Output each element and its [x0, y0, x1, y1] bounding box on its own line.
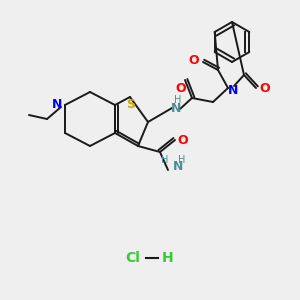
Text: S: S: [127, 98, 136, 112]
Text: O: O: [260, 82, 270, 94]
Text: N: N: [173, 160, 183, 172]
Text: H: H: [161, 155, 169, 165]
Text: N: N: [228, 83, 238, 97]
Text: O: O: [178, 134, 188, 146]
Text: O: O: [189, 55, 199, 68]
Text: H: H: [174, 95, 182, 105]
Text: H: H: [178, 155, 186, 165]
Text: H: H: [162, 251, 174, 265]
Text: N: N: [171, 103, 181, 116]
Text: O: O: [176, 82, 186, 95]
Text: Cl: Cl: [126, 251, 140, 265]
Text: N: N: [52, 98, 62, 112]
